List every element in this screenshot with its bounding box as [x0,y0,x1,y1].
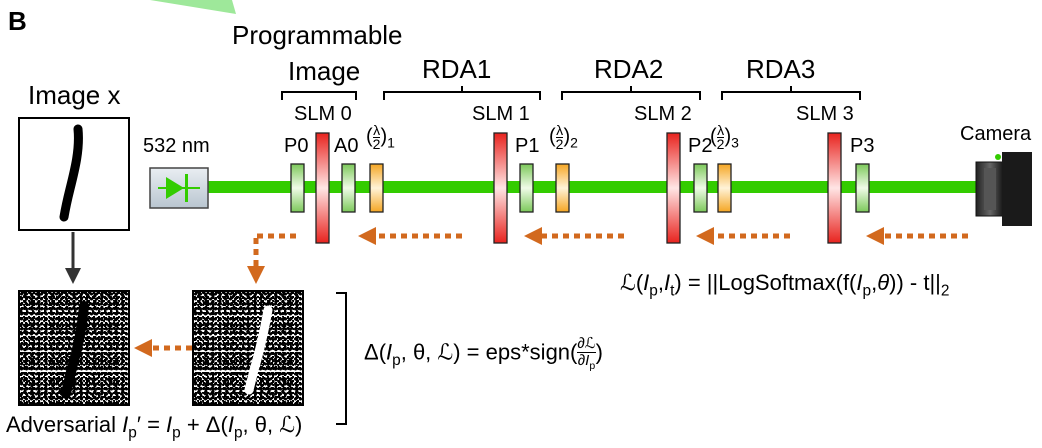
digit-stroke-gradient [194,292,302,404]
panel-label: B [8,8,27,34]
backprop-arrow-2 [524,227,624,245]
backprop-arrow-1 [358,227,462,245]
digit-stroke-adversarial [20,292,128,404]
polarizer-a0 [342,164,355,212]
rda2-label: RDA2 [594,56,663,82]
p3-label: P3 [850,136,874,156]
halfwave-plate-2 [556,164,569,212]
adversarial-formula: Adversarial Ip′ = Ip + Δ(Ip, θ, ℒ) [6,414,302,441]
polarizer-p2 [694,164,707,212]
adversarial-image [18,290,130,406]
polarizer-p3 [856,164,869,212]
delta-formula: Δ(Ip, θ, ℒ) = eps*sign(∂ℒ ∂Ip) [364,336,603,372]
gradient-image [192,290,304,406]
laser-source [150,168,208,208]
slm3-label: SLM 3 [796,104,854,124]
halfwave-plate-1 [370,164,383,212]
programmable-label: Programmable [232,22,403,48]
slm-1 [494,133,507,243]
halfwave-label-1: (λ 2)1 [366,124,395,150]
update-arrow [134,339,192,357]
halfwave-label-3: (λ 2)3 [710,124,739,150]
delta-bracket [336,293,346,424]
digit-stroke [20,119,128,229]
p2-label: P2 [688,136,712,156]
polarizer-p0 [291,164,304,212]
beam-fragment [150,0,236,14]
slm1-label: SLM 1 [472,104,530,124]
slm-2 [667,133,680,243]
rda3-label: RDA3 [746,56,815,82]
slm-3 [828,133,841,243]
slm2-label: SLM 2 [634,104,692,124]
rda1-label: RDA1 [422,56,491,82]
backprop-arrow-to-gradient [247,236,296,284]
input-down-arrow [65,232,81,284]
halfwave-plate-3 [718,164,731,212]
bracket-rda3 [722,86,860,100]
bracket-rda1 [384,86,540,100]
p0-label: P0 [284,136,308,156]
p1-label: P1 [515,136,539,156]
image-label: Image [288,58,360,84]
camera-icon [976,152,1032,226]
backprop-arrow-4 [866,227,968,245]
image-x-label: Image x [28,82,121,108]
polarizer-p1 [520,164,533,212]
camera-label: Camera [960,124,1031,144]
laser-wavelength-label: 532 nm [143,136,210,156]
bracket-rda2 [562,86,700,100]
slm-0 [316,133,329,243]
bracket-image [282,92,356,100]
backprop-arrow-3 [696,227,790,245]
slm0-label: SLM 0 [294,104,352,124]
a0-label: A0 [334,136,358,156]
loss-formula: ℒ(Ip,It) = ||LogSoftmax(f(Ip,θ)) - t||2 [620,272,949,299]
image-x [18,117,130,231]
halfwave-label-2: (λ 2)2 [549,124,578,150]
